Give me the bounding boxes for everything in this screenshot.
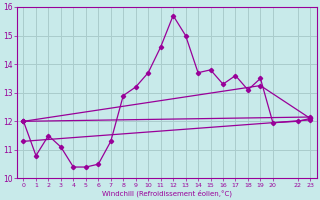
X-axis label: Windchill (Refroidissement éolien,°C): Windchill (Refroidissement éolien,°C) (102, 189, 232, 197)
